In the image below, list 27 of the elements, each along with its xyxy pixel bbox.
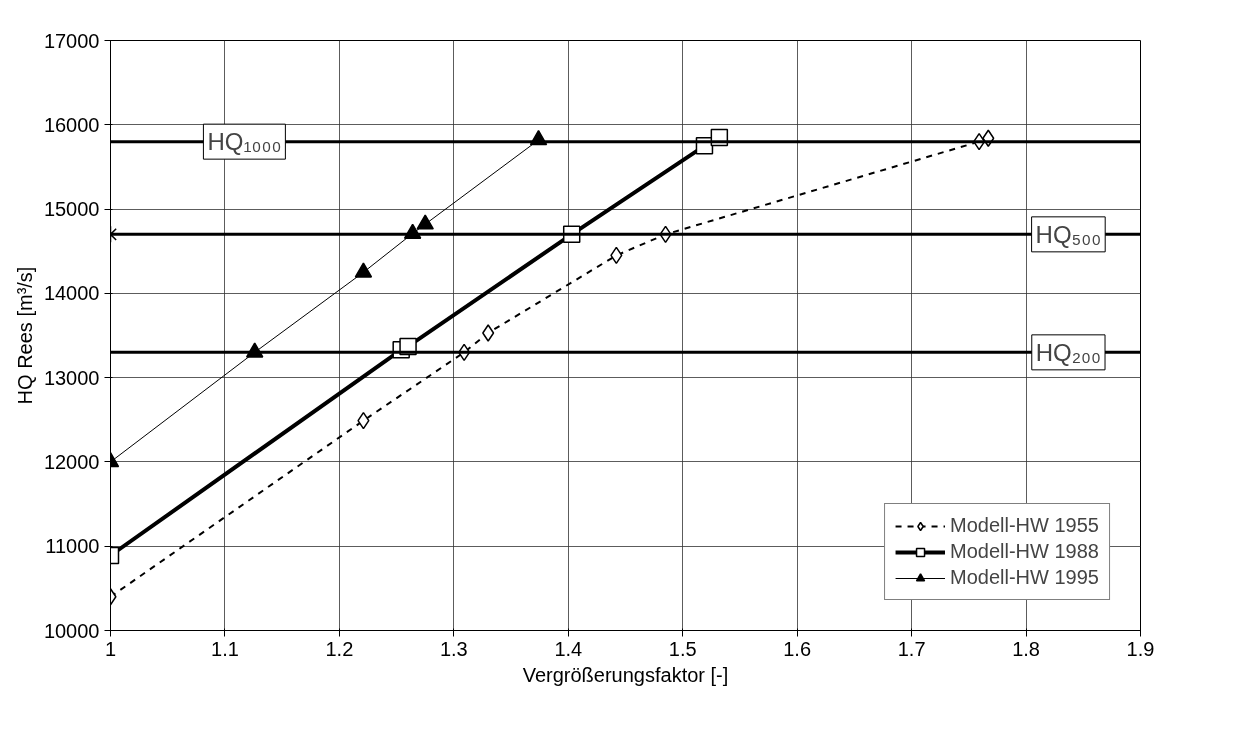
- y-axis-title: HQ Rees [m³/s]: [13, 266, 36, 405]
- x-tick-label: 1.7: [897, 637, 926, 660]
- y-tick-label: 14000: [43, 282, 100, 305]
- y-tick-label: 10000: [43, 619, 100, 642]
- legend-label: Modell-HW 1955: [950, 514, 1099, 537]
- ref-line-label: HQ₅₀₀: [1035, 220, 1102, 248]
- y-tick-label: 15000: [43, 198, 100, 221]
- x-tick-label: 1.8: [1012, 637, 1040, 660]
- x-tick-label: 1.5: [668, 637, 697, 660]
- y-tick-label: 13000: [43, 366, 100, 389]
- y-tick-label: 16000: [43, 113, 100, 136]
- x-tick-label: 1.2: [325, 637, 354, 660]
- y-tick-label: 12000: [43, 450, 100, 473]
- point: [482, 324, 495, 342]
- y-tick-label: 17000: [43, 29, 100, 52]
- x-tick-label: 1: [104, 637, 117, 660]
- legend-label: Modell-HW 1988: [950, 540, 1099, 563]
- x-tick-label: 1.1: [211, 637, 239, 660]
- x-tick-label: 1.9: [1126, 637, 1155, 660]
- x-tick-label: 1.3: [439, 637, 468, 660]
- ref-line-label: HQ₁₀₀₀: [207, 128, 282, 156]
- y-tick-label: 11000: [45, 535, 100, 558]
- ref-line-label: HQ₂₀₀: [1035, 338, 1102, 366]
- legend-label: Modell-HW 1995: [950, 566, 1099, 589]
- x-tick-label: 1.4: [554, 637, 583, 660]
- x-tick-label: 1.6: [783, 637, 812, 660]
- x-axis-title: Vergrößerungsfaktor [-]: [522, 663, 729, 686]
